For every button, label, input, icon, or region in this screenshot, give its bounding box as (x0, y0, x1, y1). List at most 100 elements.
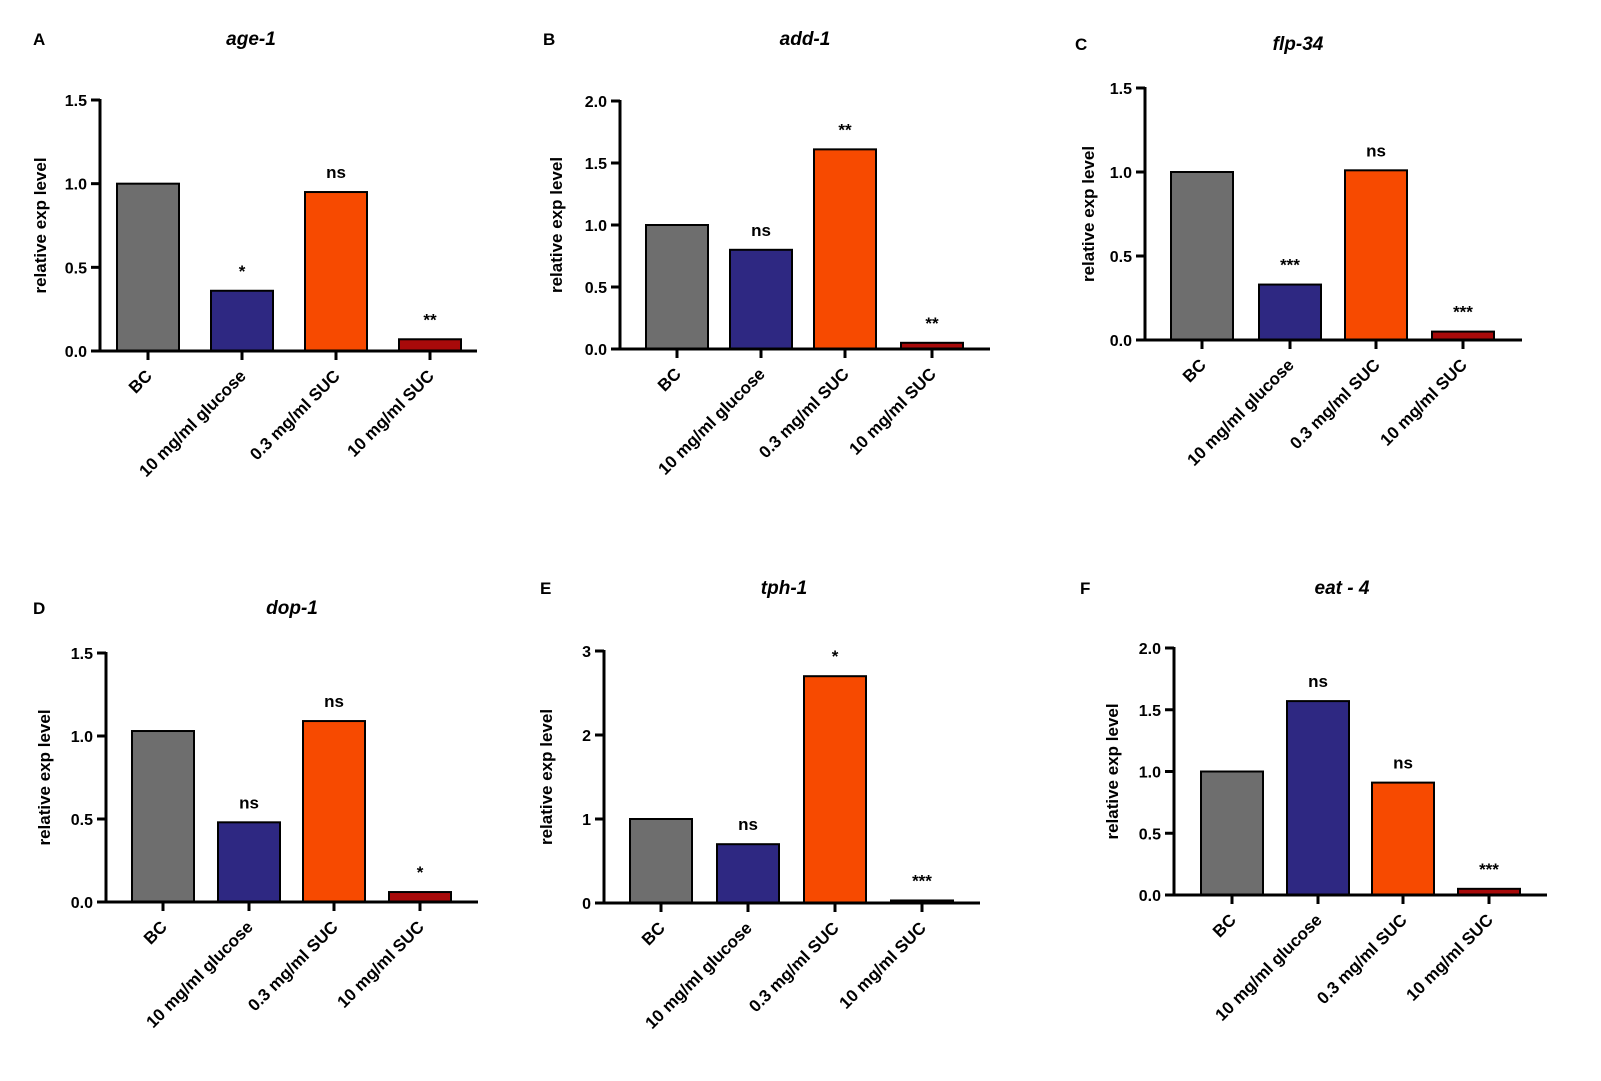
y-tick-label: 1.0 (65, 177, 87, 194)
significance-label: ns (1393, 754, 1413, 773)
bar-b-2 (729, 248, 793, 350)
panel-letter: B (543, 30, 555, 49)
y-tick-label: 1 (582, 812, 591, 829)
chart-title: add-1 (780, 29, 831, 50)
bar-f-3 (1371, 781, 1435, 896)
significance-label: * (832, 647, 839, 666)
significance-label: ns (239, 793, 259, 812)
significance-label: * (239, 262, 246, 281)
y-tick-label: 1.5 (65, 93, 87, 110)
y-tick-label: 2.0 (585, 94, 607, 111)
chart-title: age-1 (226, 29, 276, 50)
significance-label: ns (738, 815, 758, 834)
category-label: 10 mg/ml SUC (1377, 355, 1471, 449)
category-label: 0.3 mg/ml SUC (246, 366, 344, 464)
bar-e-2 (716, 843, 780, 905)
category-label: BC (654, 364, 685, 395)
category-label: BC (1209, 910, 1240, 941)
y-tick-label: 0.0 (65, 344, 87, 361)
category-label: 10 mg/ml SUC (1403, 910, 1497, 1004)
panel-letter: C (1075, 35, 1087, 54)
y-tick-label: 0.0 (71, 895, 93, 912)
y-tick-label: 0.5 (71, 812, 93, 829)
bar-a-2 (210, 289, 274, 353)
y-tick-label: 2.0 (1139, 641, 1161, 658)
y-tick-label: 1.5 (71, 646, 93, 663)
y-tick-label: 0.0 (585, 342, 607, 359)
y-tick-label: 1.5 (585, 156, 607, 173)
bar-a-3 (304, 191, 368, 352)
y-tick-label: 3 (582, 644, 591, 661)
bar-f-1 (1200, 770, 1264, 896)
significance-label: *** (1479, 860, 1499, 879)
bar-a-1 (116, 182, 180, 352)
y-tick-label: 0.5 (585, 280, 607, 297)
bar-b-1 (645, 224, 709, 350)
y-tick-label: 1.5 (1110, 81, 1132, 98)
chart-title: flp-34 (1273, 34, 1324, 55)
bar-a-4 (398, 338, 462, 352)
bar-c-2 (1258, 283, 1322, 341)
significance-label: * (417, 863, 424, 882)
category-label: 10 mg/ml SUC (334, 917, 428, 1011)
chart-title: dop-1 (266, 598, 318, 619)
category-label: BC (1179, 355, 1210, 386)
y-axis-label: relative exp level (35, 709, 54, 845)
significance-label: ns (1308, 672, 1328, 691)
y-tick-label: 1.0 (1110, 165, 1132, 182)
significance-label: ** (423, 310, 437, 329)
panel-letter: D (33, 599, 45, 618)
category-label: 0.3 mg/ml SUC (1286, 355, 1384, 453)
bar-d-1 (131, 730, 195, 904)
y-tick-label: 0.5 (1110, 249, 1132, 266)
category-label: BC (125, 366, 156, 397)
y-tick-label: 2 (582, 728, 591, 745)
category-label: 0.3 mg/ml SUC (1313, 910, 1411, 1008)
y-axis-label: relative exp level (537, 709, 556, 845)
y-axis-label: relative exp level (547, 157, 566, 293)
bar-e-1 (629, 818, 693, 904)
category-label: 0.3 mg/ml SUC (745, 918, 843, 1016)
panel-letter: F (1080, 579, 1090, 598)
significance-label: ns (326, 163, 346, 182)
significance-label: ns (751, 221, 771, 240)
y-tick-label: 1.0 (1139, 765, 1161, 782)
category-label: 0.3 mg/ml SUC (244, 917, 342, 1015)
category-label: 10 mg/ml SUC (846, 364, 940, 458)
significance-label: ns (324, 692, 344, 711)
y-tick-label: 0.0 (1139, 888, 1161, 905)
panel-letter: A (33, 30, 45, 49)
category-label: BC (140, 917, 171, 948)
significance-label: ** (838, 120, 852, 139)
significance-label: ns (1366, 141, 1386, 160)
category-label: 0.3 mg/ml SUC (755, 364, 853, 462)
y-tick-label: 0 (582, 896, 591, 913)
panel-letter: E (540, 579, 551, 598)
y-axis-label: relative exp level (31, 157, 50, 293)
chart-title: tph-1 (761, 578, 807, 599)
bar-b-3 (813, 148, 877, 350)
bar-c-1 (1170, 171, 1234, 341)
bar-d-3 (302, 720, 366, 903)
y-tick-label: 0.5 (65, 260, 87, 277)
bar-d-2 (217, 821, 281, 904)
significance-label: *** (1453, 303, 1473, 322)
y-tick-label: 1.0 (585, 218, 607, 235)
bar-e-3 (803, 675, 867, 905)
y-tick-label: 1.0 (71, 729, 93, 746)
y-tick-label: 0.0 (1110, 333, 1132, 350)
y-axis-label: relative exp level (1103, 703, 1122, 839)
category-label: 10 mg/ml SUC (344, 366, 438, 460)
category-label: BC (638, 918, 669, 949)
y-axis-label: relative exp level (1079, 146, 1098, 282)
significance-label: *** (912, 871, 932, 890)
category-label: 10 mg/ml SUC (836, 918, 930, 1012)
significance-label: *** (1280, 256, 1300, 275)
category-label: 10 mg/ml glucose (136, 366, 250, 480)
